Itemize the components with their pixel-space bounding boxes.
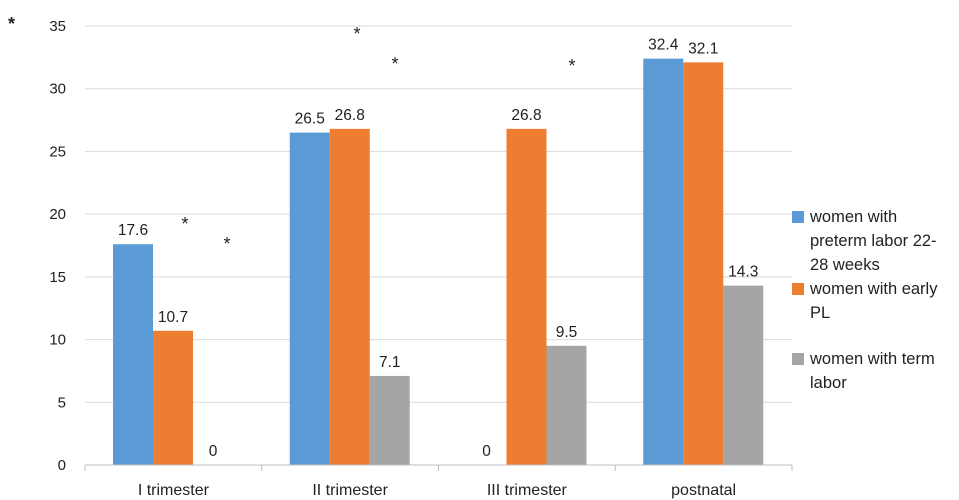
bar bbox=[683, 62, 724, 465]
legend-label-early-pl: women with early PL bbox=[810, 280, 938, 322]
data-label: 32.1 bbox=[688, 40, 718, 57]
legend-swatch-term bbox=[792, 353, 804, 365]
asterisk-annotation: * bbox=[353, 24, 360, 44]
asterisk-annotation: * bbox=[391, 54, 398, 74]
significance-markers: * * * * * bbox=[181, 24, 575, 254]
legend-item-term: women with term labor bbox=[792, 347, 952, 395]
asterisk-annotation: * bbox=[223, 234, 230, 254]
asterisk-annotation: * bbox=[181, 214, 188, 234]
legend-label-preterm: women with preterm labor 22-28 weeks bbox=[810, 208, 937, 274]
data-label: 10.7 bbox=[158, 309, 188, 326]
data-label: 26.8 bbox=[335, 107, 365, 124]
category-label: II trimester bbox=[312, 482, 388, 499]
bar bbox=[506, 128, 547, 465]
bar bbox=[546, 345, 587, 465]
legend-swatch-preterm bbox=[792, 211, 804, 223]
data-labels: 17.6 10.7 0 26.5 26.8 7.1 0 26.8 9.5 32.4 32.1 14.3 bbox=[118, 37, 758, 460]
y-tick-label: 25 bbox=[49, 143, 66, 160]
category-label: III trimester bbox=[487, 482, 568, 499]
data-label: 7.1 bbox=[379, 354, 401, 371]
data-label: 26.5 bbox=[295, 111, 325, 128]
y-tick-label: 35 bbox=[49, 18, 66, 35]
y-tick-label: 10 bbox=[49, 332, 66, 349]
bar bbox=[369, 375, 410, 465]
legend-item-early-pl: women with early PL bbox=[792, 277, 952, 325]
category-label: postnatal bbox=[671, 482, 736, 499]
gridlines bbox=[85, 25, 792, 403]
bar bbox=[643, 58, 684, 466]
legend-swatch-early-pl bbox=[792, 283, 804, 295]
legend-item-preterm: women with preterm labor 22-28 weeks bbox=[792, 205, 952, 277]
y-tick-label: 5 bbox=[58, 394, 66, 411]
bar bbox=[113, 244, 153, 465]
bar bbox=[329, 128, 370, 465]
asterisk-annotation: * bbox=[568, 56, 575, 76]
y-tick-label: 15 bbox=[49, 269, 66, 286]
bar bbox=[153, 330, 193, 465]
data-label: 9.5 bbox=[556, 324, 578, 341]
y-axis-marker: * bbox=[8, 14, 15, 34]
y-axis-ticks: 0 5 10 15 20 25 30 35 bbox=[49, 18, 66, 474]
data-label: 14.3 bbox=[728, 264, 758, 281]
data-label: 32.4 bbox=[648, 37, 679, 54]
legend: women with preterm labor 22-28 weeks wom… bbox=[792, 205, 952, 411]
y-tick-label: 20 bbox=[49, 206, 66, 223]
legend-label-term: women with term labor bbox=[810, 350, 935, 392]
y-tick-label: 0 bbox=[58, 457, 66, 474]
y-tick-label: 30 bbox=[49, 81, 66, 98]
data-label: 0 bbox=[209, 443, 218, 460]
category-label: I trimester bbox=[138, 482, 210, 499]
category-labels: I trimester II trimester III trimester post… bbox=[138, 482, 736, 499]
bar bbox=[723, 285, 764, 465]
data-label: 17.6 bbox=[118, 222, 148, 239]
x-axis bbox=[84, 464, 793, 471]
data-label: 0 bbox=[482, 443, 491, 460]
data-label: 26.8 bbox=[511, 107, 541, 124]
bars bbox=[113, 58, 764, 466]
bar bbox=[289, 132, 330, 465]
